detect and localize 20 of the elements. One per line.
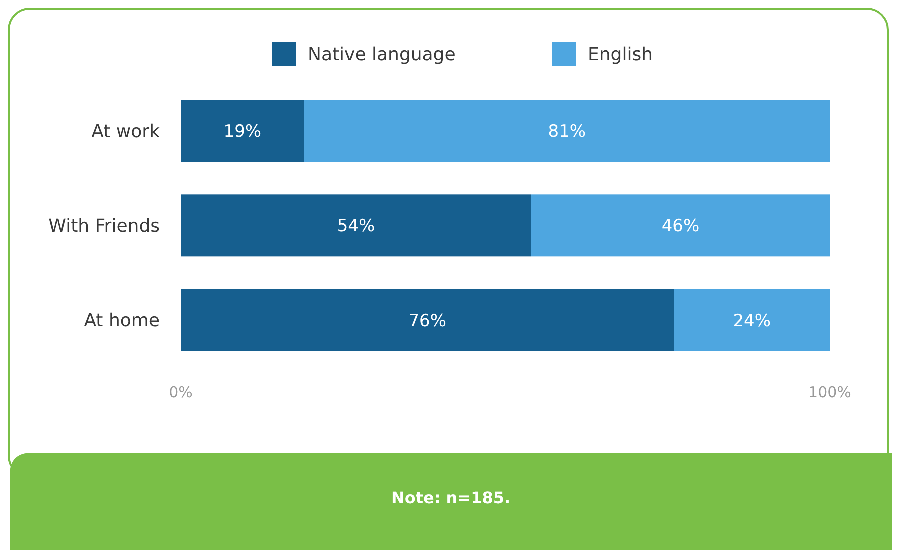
legend-label: Native language bbox=[308, 44, 456, 66]
bar bbox=[531, 194, 830, 257]
bar bbox=[181, 194, 532, 257]
data-label: 46% bbox=[662, 216, 700, 237]
bar bbox=[304, 100, 830, 162]
bar bbox=[181, 100, 304, 162]
data-label: 24% bbox=[733, 311, 772, 332]
bar bbox=[181, 289, 674, 352]
data-label: 54% bbox=[337, 216, 376, 237]
text: Note: n=185. bbox=[391, 488, 511, 508]
x-tick-label: 100% bbox=[808, 383, 852, 402]
x-tick-label: 0% bbox=[169, 383, 193, 402]
legend-label: English bbox=[588, 44, 653, 66]
data-label: 81% bbox=[548, 122, 586, 142]
y-tick-label: At work bbox=[92, 121, 161, 142]
bar bbox=[674, 289, 830, 352]
data-label: 19% bbox=[224, 122, 262, 142]
y-tick-label: With Friends bbox=[48, 216, 160, 237]
data-label: 76% bbox=[408, 311, 447, 332]
y-tick-label: At home bbox=[84, 310, 160, 332]
